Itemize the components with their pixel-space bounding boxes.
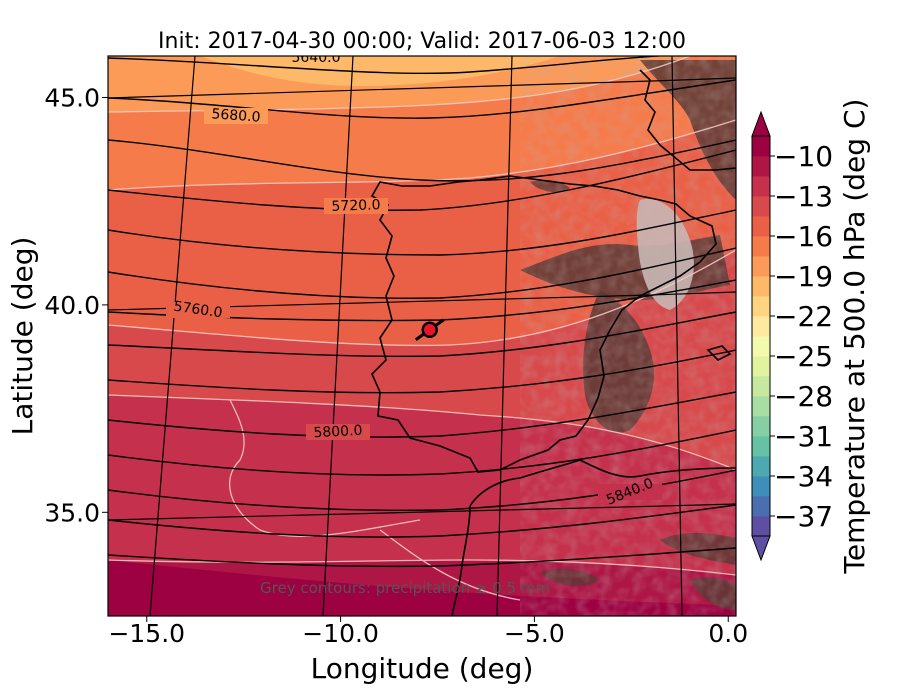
colorbar-segment [752,436,770,457]
colorbar-tick-label: −10 [774,140,833,173]
x-tick-label: 0.0 [708,619,748,648]
height-contour [108,391,736,438]
colorbar-segment [752,456,770,477]
contour-label-5760: 5760.0 [173,299,224,322]
colorbar-segment [752,396,770,417]
contour-label-bg [306,424,370,440]
colorbar-segment [752,296,770,317]
contour-label-5720: 5720.0 [331,197,381,215]
colorbar-segment [752,136,770,157]
height-contour [108,504,736,538]
balearic-islands [706,345,732,361]
y-tick-labels: 35.0 40.0 45.0 [44,83,108,527]
iberia-coast [370,175,717,473]
x-tick-label: −15.0 [108,619,185,648]
map-area: 5640.0 5680.0 5720.0 5760.0 5800.0 5840.… [108,50,736,616]
isotherm [229,399,421,537]
colorbar-segment [752,356,770,377]
colorbar-segment [752,256,770,277]
colorbar-segment [752,236,770,257]
contour-label-bg [284,56,348,66]
y-tick-label: 35.0 [44,498,100,527]
meridian [322,56,354,616]
height-contour [108,311,736,358]
colorbar-extend-high [751,110,771,137]
colorbar-tick-label: −28 [774,380,833,413]
precipitation-note: Grey contours: precipitation ≥ 0.5 mm [260,579,550,597]
colorbar-segment [752,216,770,237]
x-axis-label: Longitude (deg) [311,652,534,685]
map-frame [107,55,737,617]
contour-label-5800: 5800.0 [313,423,363,442]
colorbar-segment [752,416,770,437]
height-contour [108,247,736,299]
colorbar-tick-label: −25 [774,340,833,373]
colorbar-tick-label: −34 [774,460,833,493]
colorbar-segment [752,336,770,357]
contour-label-bg [598,484,662,500]
height-contour [108,56,669,75]
colorbar-tick-label: −13 [774,180,833,213]
precipitation-field [520,56,736,616]
contour-label-5680: 5680.0 [211,106,261,125]
isotherm [379,529,521,601]
colorbar-segment [752,196,770,217]
location-marker-layer [414,318,445,341]
colorbar-segment [752,276,770,297]
precip-texture [520,56,736,616]
x-tick-label: −10.0 [302,619,379,648]
isotherm [108,394,736,471]
colorbar [751,110,771,562]
height-contour [108,79,736,119]
meridian [496,56,513,616]
north-coast-france [639,69,736,171]
contour-label-bg [204,108,268,124]
height-contour [108,547,736,568]
colorbar-tick-labels: −10 −13 −16 −19 −22 −25 −28 −31 −34 −37 [770,140,833,533]
colorbar-segment [752,496,770,517]
colorbar-tick-label: −22 [774,300,833,333]
parallel [108,77,736,99]
y-tick-label: 45.0 [44,83,100,112]
africa-coast [469,459,736,507]
colorbar-segment [752,476,770,497]
coastline [370,69,736,616]
colorbar-segment [752,316,770,337]
height-contour [108,429,736,476]
colorbar-frame [751,135,771,537]
colorbar-tick-label: −31 [774,420,833,453]
height-contour [108,209,736,256]
isotherm [108,119,736,191]
colorbar-segment [752,176,770,197]
colorbar-tick-label: −37 [774,500,833,533]
colorbar-tick-label: −19 [774,260,833,293]
contour-label-bg [324,198,388,214]
colorbar-segment [752,376,770,397]
colorbar-tick-label: −16 [774,220,833,253]
colorbar-label: Temperature at 500.0 hPa (deg C) [838,99,871,575]
meridian [671,56,683,616]
chart-title: Init: 2017-04-30 00:00; Valid: 2017-06-0… [158,29,686,54]
y-axis-label: Latitude (deg) [6,237,39,436]
contour-label-5640: 5640.0 [292,50,341,66]
height-contour-labels: 5640.0 5680.0 5720.0 5760.0 5800.0 5840.… [166,50,662,509]
height-contour [108,139,736,182]
location-marker [421,321,439,339]
height-contour [108,149,736,211]
x-tick-labels: −15.0 −10.0 −5.0 0.0 [108,616,748,648]
contour-label-bg [166,302,230,318]
height-contour [108,349,736,394]
parallel [108,503,736,521]
x-tick-label: −5.0 [504,619,565,648]
y-tick-label: 40.0 [44,291,100,320]
colorbar-segment [752,516,770,537]
colorbar-segment [752,156,770,177]
colorbar-extend-low [751,535,771,562]
